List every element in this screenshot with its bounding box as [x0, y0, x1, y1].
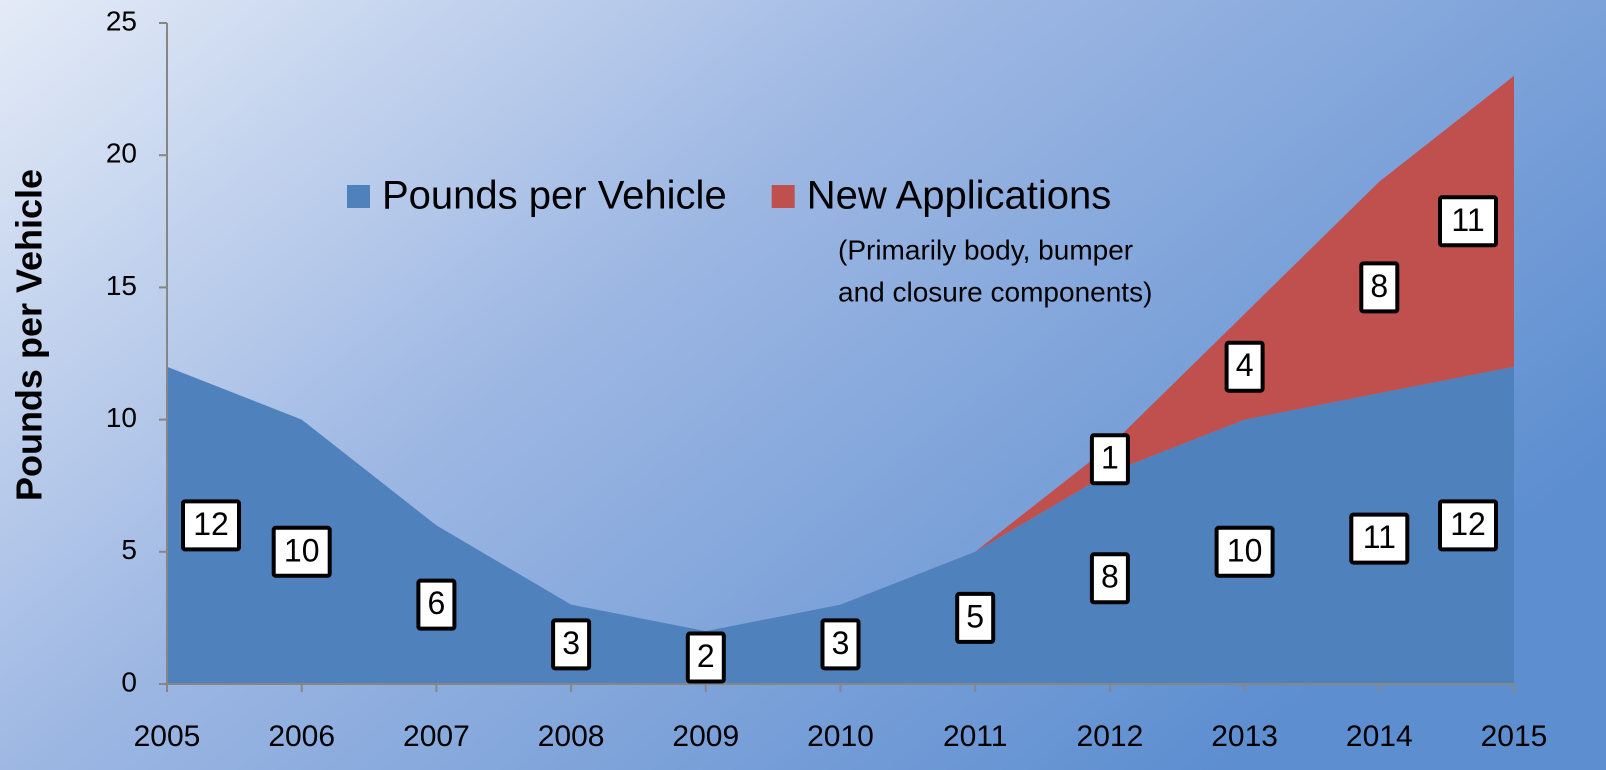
data-label: 11 [1363, 519, 1396, 555]
y-axis-title: Pounds per Vehicle [9, 169, 50, 501]
x-tick-label: 2005 [134, 720, 201, 753]
data-label: 6 [428, 585, 446, 621]
x-tick-label: 2014 [1346, 720, 1413, 753]
data-label: 10 [284, 532, 320, 568]
data-label: 10 [1227, 532, 1263, 568]
data-label-box [820, 618, 861, 671]
data-label-box [955, 591, 996, 644]
x-tick-label: 2007 [403, 720, 470, 753]
annotation: (Primarily body, bumper [838, 234, 1133, 265]
x-tick-label: 2015 [1481, 720, 1548, 753]
data-label-box [1089, 433, 1130, 486]
data-label: 2 [697, 638, 715, 674]
x-tick-label: 2013 [1211, 720, 1278, 753]
y-tick-label: 25 [106, 5, 137, 36]
data-label: 1 [1101, 440, 1119, 476]
x-tick-label: 2010 [807, 720, 874, 753]
data-label: 4 [1236, 347, 1254, 383]
legend-label: Pounds per Vehicle [382, 174, 727, 218]
data-label-box [271, 525, 332, 578]
data-label: 3 [562, 625, 580, 661]
data-label-box [1438, 499, 1498, 552]
data-label: 12 [193, 506, 229, 542]
x-tick-label: 2009 [672, 720, 739, 753]
x-tick-label: 2006 [268, 720, 335, 753]
y-tick-label: 0 [121, 666, 137, 697]
y-tick-label: 10 [106, 402, 137, 433]
plot-area [167, 75, 1514, 684]
data-label-box [1224, 340, 1265, 393]
y-tick-label: 20 [106, 138, 137, 169]
data-label: 12 [1450, 506, 1486, 542]
x-tick-label: 2008 [538, 720, 605, 753]
legend-swatch [771, 185, 795, 208]
data-label: 3 [832, 625, 850, 661]
data-label-box [685, 631, 726, 684]
data-label: 8 [1370, 268, 1388, 304]
data-label-box [1359, 261, 1400, 314]
y-tick-label: 5 [121, 534, 137, 565]
data-label-box [551, 618, 592, 671]
legend-label: New Applications [807, 174, 1112, 218]
legend-swatch [347, 185, 370, 208]
data-label-box [1438, 195, 1498, 248]
data-label: 11 [1451, 202, 1484, 238]
data-label-box [181, 499, 241, 552]
data-label-box [1349, 512, 1410, 565]
annotation: and closure components) [838, 276, 1152, 307]
x-tick-label: 2011 [943, 720, 1008, 753]
x-tick-label: 2012 [1077, 720, 1144, 753]
area [975, 75, 1514, 552]
data-label: 5 [966, 598, 984, 634]
data-label-box [1089, 552, 1130, 605]
data-label-box [1214, 525, 1275, 578]
y-tick-label: 15 [106, 270, 137, 301]
data-label-box [416, 578, 457, 631]
data-label: 8 [1101, 559, 1119, 595]
